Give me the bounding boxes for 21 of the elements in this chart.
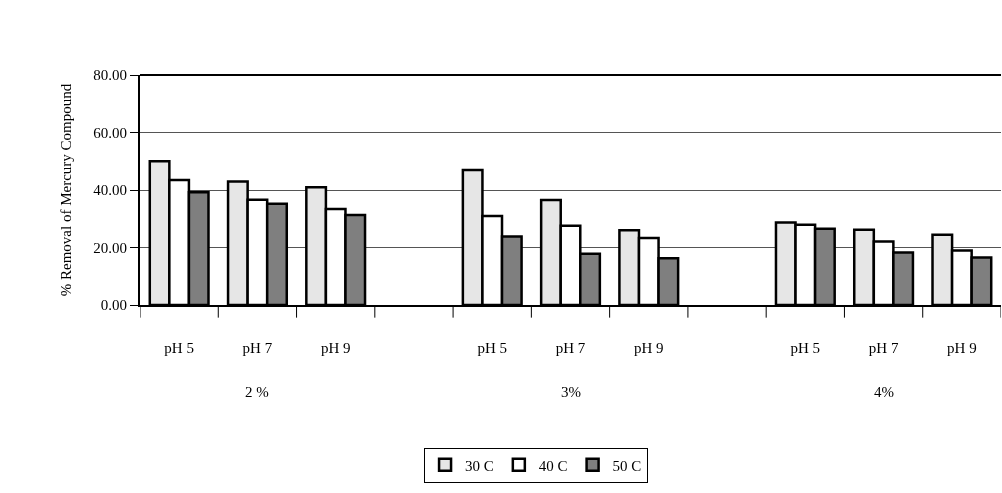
y-tick-label: 0.00 — [100, 297, 127, 314]
x-tick-label: pH 5 — [164, 339, 194, 356]
legend-label: 40 C — [538, 457, 568, 474]
legend-label: 30 C — [465, 457, 494, 474]
x-tick-label: pH 9 — [320, 339, 351, 356]
x-tick-label: pH 9 — [947, 339, 977, 356]
text: 2 % — [245, 384, 269, 400]
y-tick-label: 80.00 — [93, 67, 127, 84]
y-tick-label: 40.00 — [93, 182, 127, 199]
x-tick-label: pH 7 — [555, 339, 586, 356]
y-tick-label: 60.00 — [93, 124, 127, 141]
x-tick-label: pH 5 — [790, 339, 821, 356]
text: 4% — [874, 384, 894, 400]
text: 3% — [561, 384, 581, 400]
y-tick-label: 20.00 — [93, 239, 127, 256]
legend-label: 50 C — [612, 457, 642, 474]
x-tick-label: pH 7 — [242, 339, 273, 356]
x-tick-label: pH 5 — [477, 339, 508, 356]
y-axis-title: % Removal of Mercury Compound — [58, 83, 74, 297]
x-tick-label: pH 9 — [633, 339, 664, 356]
x-tick-label: pH 7 — [868, 339, 899, 356]
